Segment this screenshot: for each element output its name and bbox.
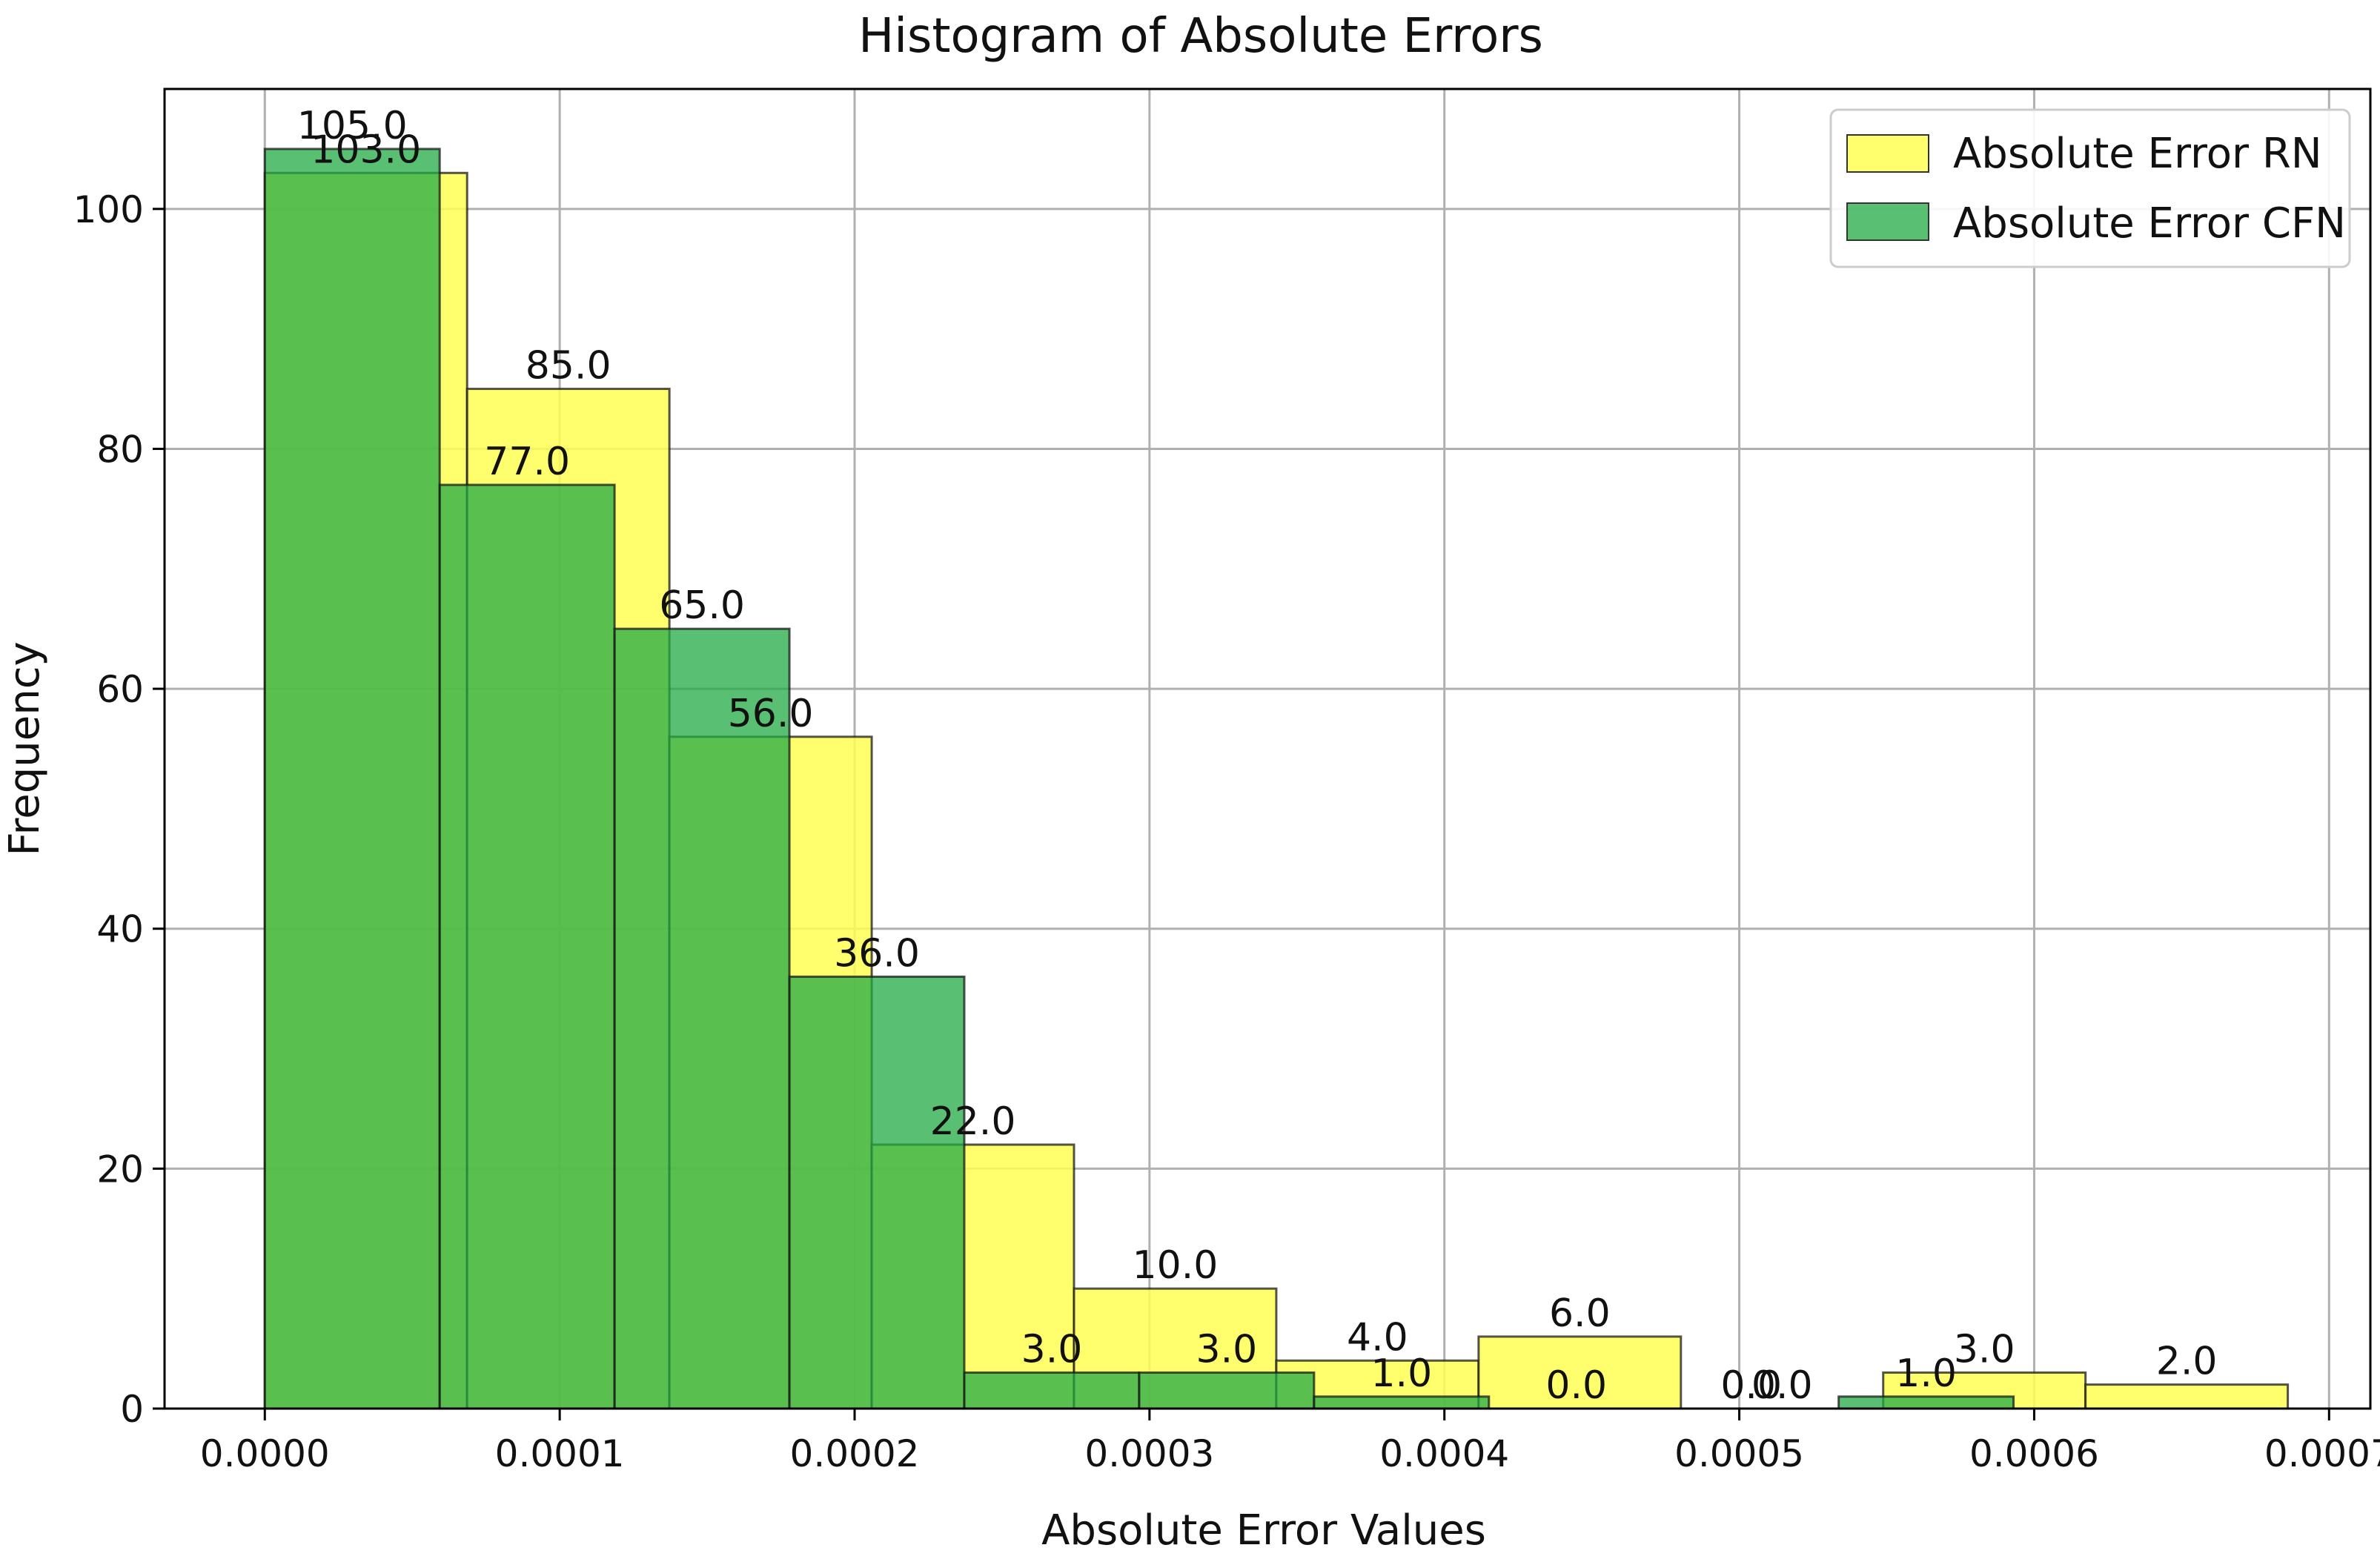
plot-frame — [163, 87, 2372, 1410]
bar-cfn — [263, 148, 441, 1410]
bar-cfn — [438, 483, 616, 1410]
y-tick-label: 20 — [96, 1148, 144, 1191]
data-label-cfn: 3.0 — [1021, 1327, 1083, 1372]
y-tick-label: 100 — [73, 188, 144, 231]
x-tick-label: 0.0007 — [2264, 1432, 2380, 1475]
data-label-cfn: 77.0 — [484, 440, 570, 484]
legend-swatch-cfn — [1846, 202, 1929, 241]
bar-cfn — [963, 1371, 1141, 1410]
legend-label-cfn: Absolute Error CFN — [1953, 199, 2346, 248]
data-label-cfn: 1.0 — [1895, 1351, 1957, 1396]
data-label-cfn: 1.0 — [1370, 1351, 1432, 1396]
bar-cfn — [788, 975, 966, 1410]
axis-ticks: 0.0000 0.0001 0.0002 0.0003 0.0004 0.0005 0.00… — [73, 188, 2380, 1475]
bar-rn — [1477, 1335, 1683, 1410]
data-label-rn: 2.0 — [2156, 1340, 2218, 1384]
bar-cfn — [1837, 1395, 2015, 1410]
x-tick-label: 0.0000 — [200, 1432, 330, 1475]
data-label-rn: 4.0 — [1347, 1315, 1408, 1360]
x-tick-label: 0.0005 — [1674, 1432, 1804, 1475]
y-tick-label: 80 — [96, 428, 144, 471]
y-tick-label: 0 — [120, 1388, 144, 1431]
data-label-rn: 10.0 — [1133, 1243, 1219, 1288]
legend[interactable]: Absolute Error RN Absolute Error CFN — [1829, 108, 2351, 268]
legend-box — [1829, 108, 2351, 268]
data-label-rn: 103.0 — [311, 128, 421, 172]
legend-swatch-rn — [1846, 134, 1929, 173]
x-tick-label: 0.0004 — [1379, 1432, 1509, 1475]
data-label-rn: 22.0 — [930, 1099, 1016, 1144]
data-label-cfn: 65.0 — [659, 583, 745, 628]
x-tick-label: 0.0001 — [495, 1432, 625, 1475]
bar-cfn — [613, 627, 791, 1410]
data-label-cfn: 105.0 — [297, 104, 408, 148]
data-label-rn: 85.0 — [526, 344, 611, 388]
bar-rn — [2084, 1383, 2290, 1410]
data-label-rn: 0.0 — [1751, 1363, 1813, 1408]
y-tick-label: 40 — [96, 908, 144, 951]
y-axis-label: Frequency — [1, 641, 49, 856]
legend-label-rn: Absolute Error RN — [1953, 130, 2322, 178]
data-label-cfn: 36.0 — [834, 931, 920, 976]
data-label-cfn: 0.0 — [1545, 1363, 1607, 1408]
bar-cfn — [1313, 1395, 1491, 1410]
data-label-rn: 56.0 — [728, 692, 814, 736]
data-label-cfn: 3.0 — [1196, 1327, 1258, 1372]
x-tick-label: 0.0006 — [1969, 1432, 2099, 1475]
x-axis-label: Absolute Error Values — [1041, 1506, 1486, 1555]
chart-title: Histogram of Absolute Errors — [858, 9, 1543, 64]
data-label-cfn: 0.0 — [1720, 1363, 1782, 1408]
x-tick-label: 0.0002 — [790, 1432, 920, 1475]
bar-cfn — [1138, 1371, 1316, 1410]
data-labels: 103.0 85.0 56.0 22.0 10.0 4.0 6.0 0.0 3.0 2.0 105.… — [297, 104, 2218, 1408]
data-label-rn: 6.0 — [1549, 1291, 1611, 1336]
x-tick-label: 0.0003 — [1084, 1432, 1214, 1475]
bars — [263, 148, 2290, 1410]
y-tick-label: 60 — [96, 668, 144, 711]
data-label-rn: 3.0 — [1954, 1327, 2015, 1372]
